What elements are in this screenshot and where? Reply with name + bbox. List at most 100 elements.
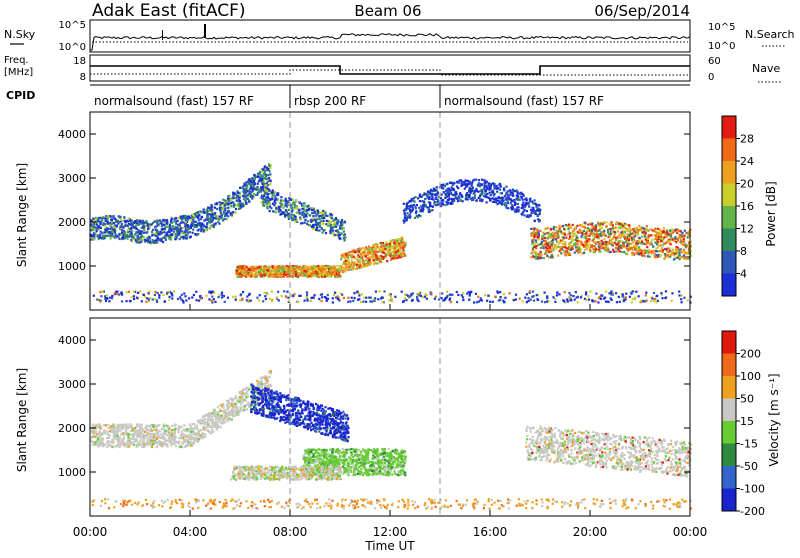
power-cell: [278, 206, 280, 208]
power-cell: [664, 253, 666, 255]
power-cell: [246, 184, 248, 186]
power-cell: [190, 220, 192, 222]
power-cell: [362, 259, 364, 261]
power-cell: [484, 181, 486, 183]
power-cell: [534, 227, 536, 229]
power-cell: [465, 186, 467, 188]
power-cell: [307, 300, 309, 302]
power-cell: [171, 297, 173, 299]
power-cell: [545, 250, 547, 252]
power-cell: [435, 195, 437, 197]
power-cell: [324, 211, 326, 213]
power-cell: [262, 171, 264, 173]
power-cell: [108, 300, 110, 302]
power-cell: [119, 221, 121, 223]
power-cell: [608, 233, 610, 235]
power-cell: [316, 268, 318, 270]
velocity-cell: [191, 423, 193, 425]
power-cell: [356, 264, 358, 266]
power-cell: [474, 192, 476, 194]
power-cell: [269, 189, 271, 191]
power-cell: [651, 239, 653, 241]
power-cell: [301, 208, 303, 210]
power-cell: [266, 178, 268, 180]
power-cell: [589, 249, 591, 251]
power-cell: [197, 211, 199, 213]
power-cell: [281, 272, 283, 274]
power-cell: [619, 301, 621, 303]
power-cell: [331, 273, 333, 275]
power-cell: [219, 207, 221, 209]
power-cell: [295, 200, 297, 202]
noise-panel-frame: [90, 20, 690, 52]
power-cell: [104, 295, 106, 297]
power-cell: [222, 199, 224, 201]
power-cell: [110, 237, 112, 239]
power-cell: [169, 235, 171, 237]
power-cell: [299, 268, 301, 270]
power-cell: [563, 300, 565, 302]
power-cell: [578, 248, 580, 250]
power-cell: [623, 242, 625, 244]
power-cell: [257, 183, 259, 185]
power-cell: [221, 292, 223, 294]
power-cell: [124, 234, 126, 236]
power-cell: [535, 242, 537, 244]
power-cell: [201, 224, 203, 226]
power-cell: [273, 204, 275, 206]
power-cell: [126, 234, 128, 236]
power-cell: [593, 248, 595, 250]
power-cell: [141, 230, 143, 232]
power-cell: [645, 250, 647, 252]
power-cell: [304, 222, 306, 224]
power-cell: [535, 210, 537, 212]
power-cell: [461, 183, 463, 185]
power-cell: [509, 194, 511, 196]
power-cell: [515, 294, 517, 296]
power-cell: [543, 257, 545, 259]
power-cell: [90, 223, 92, 225]
power-cell: [607, 229, 609, 231]
power-cell: [592, 300, 594, 302]
power-cell: [243, 188, 245, 190]
power-cell: [267, 196, 269, 198]
power-cell: [253, 270, 255, 272]
power-cell: [469, 181, 471, 183]
power-cell: [521, 204, 523, 206]
power-cell: [645, 232, 647, 234]
power-cell: [344, 263, 346, 265]
power-cell: [162, 237, 164, 239]
power-cell: [520, 196, 522, 198]
power-cell: [618, 296, 620, 298]
power-cell: [403, 210, 405, 212]
power-cell: [228, 210, 230, 212]
power-cell: [579, 229, 581, 231]
power-cell: [179, 223, 181, 225]
power-cell: [113, 222, 115, 224]
power-cell: [431, 194, 433, 196]
power-cell: [266, 203, 268, 205]
power-cell: [212, 291, 214, 293]
power-cell: [154, 298, 156, 300]
power-cell: [554, 301, 556, 303]
power-cell: [179, 231, 181, 233]
power-cell: [266, 187, 268, 189]
power-cell: [572, 235, 574, 237]
power-cell: [571, 238, 573, 240]
power-cell: [334, 292, 336, 294]
power-cell: [531, 252, 533, 254]
power-cell: [529, 200, 531, 202]
power-cell: [121, 291, 123, 293]
power-cell: [544, 292, 546, 294]
power-cell: [404, 293, 406, 295]
power-cell: [673, 240, 675, 242]
power-cell: [248, 193, 250, 195]
power-cell: [389, 243, 391, 245]
power-cell: [290, 214, 292, 216]
power-cell: [581, 242, 583, 244]
power-cell: [309, 224, 311, 226]
power-cell: [201, 227, 203, 229]
power-cell: [661, 297, 663, 299]
power-cell: [665, 290, 667, 292]
power-cell: [655, 231, 657, 233]
